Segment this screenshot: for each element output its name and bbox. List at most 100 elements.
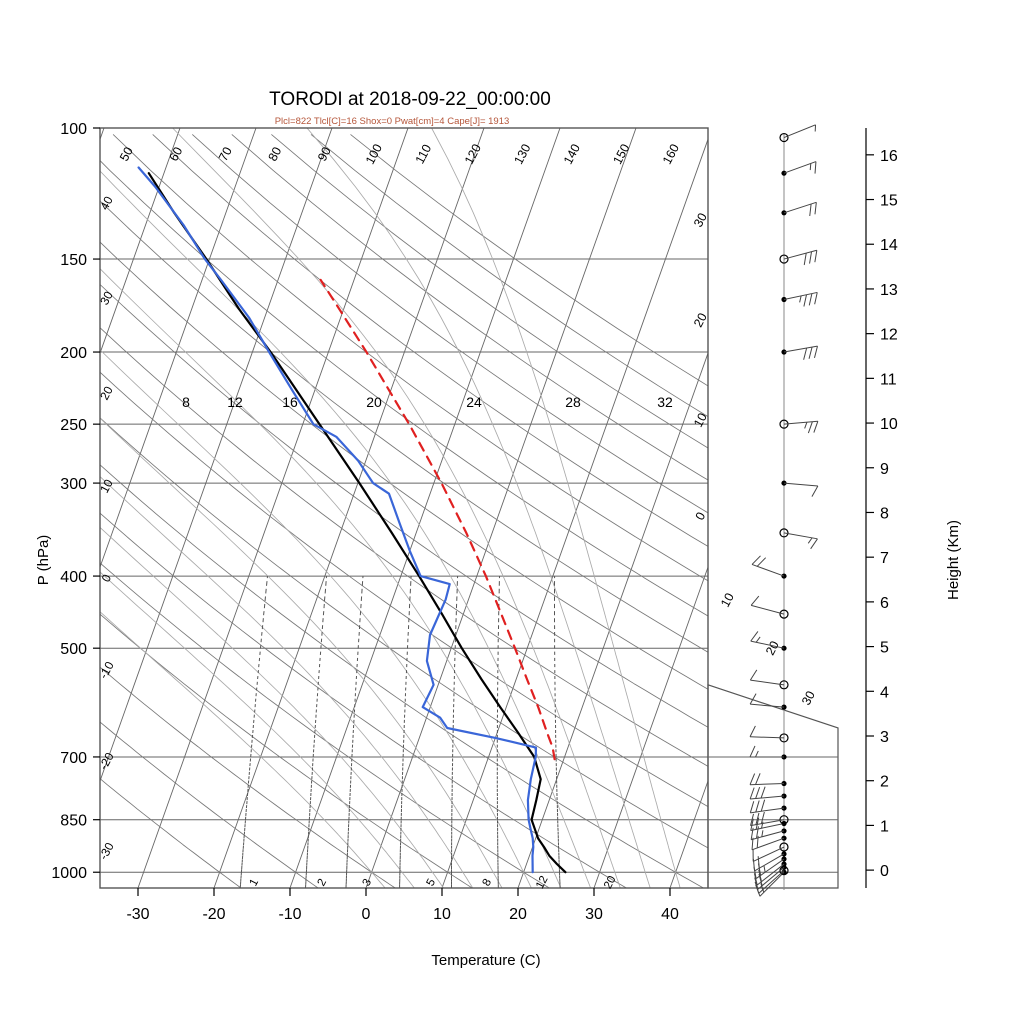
isotherm-line [213, 127, 485, 889]
dry-adiabat-line [99, 613, 473, 889]
mixing-ratio-label: 20 [602, 874, 619, 891]
wind-barb-staff [783, 482, 818, 487]
wind-barb-half [761, 821, 764, 829]
moist-adiabat-line [99, 527, 444, 889]
wind-barb-full [813, 421, 819, 433]
height-tick-label: 4 [880, 684, 889, 701]
dry-adiabat-line [271, 134, 709, 449]
mixing-ratio-line [554, 576, 561, 889]
wind-barb-full [814, 202, 817, 215]
mixing-ratio-line [239, 576, 268, 889]
dry-adiabat-label: 100 [363, 142, 385, 167]
wind-barb-full [755, 812, 760, 825]
mixing-ratio-line [496, 576, 500, 888]
mixing-ratio-line [305, 576, 327, 889]
wind-barb-full [755, 786, 761, 799]
wind-barb-full [760, 811, 765, 824]
wind-barb-full [755, 773, 761, 785]
wind-barb-full [749, 801, 755, 813]
wind-barb-half [807, 537, 813, 544]
moist-adiabat-label: 32 [657, 394, 673, 410]
wind-band-outline [707, 683, 839, 889]
wind-level-circle [779, 680, 789, 690]
isotherm-line [99, 127, 333, 782]
dry-adiabat-label: 150 [610, 142, 632, 167]
wind-barb-full [750, 818, 754, 831]
moist-adiabat-label: 16 [282, 394, 298, 410]
height-tick-label: 2 [880, 774, 889, 791]
isotherm-label-left: 10 [97, 477, 116, 496]
moist-adiabat-label: 20 [366, 394, 382, 410]
pressure-tick-label: 250 [60, 417, 87, 434]
isotherm-label-right: 30 [691, 211, 710, 230]
wind-barb-half [763, 865, 766, 873]
wind-barb-full [750, 595, 760, 606]
dry-adiabat-line [99, 464, 704, 889]
dry-adiabat-line [231, 134, 709, 481]
isotherm-line [365, 127, 637, 889]
wind-barb-full [808, 293, 813, 306]
wind-barb-full [755, 817, 760, 830]
isotherm-label-left: 40 [97, 194, 116, 213]
height-tick-label: 0 [880, 863, 889, 880]
dry-adiabat-label: 80 [266, 145, 285, 164]
dry-adiabat-line [310, 134, 709, 417]
pressure-axis-label: P (hPa) [35, 535, 52, 586]
wind-level-dot [781, 704, 787, 710]
wind-barb-full [814, 161, 817, 174]
moist-adiabat-label: 24 [466, 394, 482, 410]
profile-temperature [147, 172, 567, 874]
isotherm-label-right: 10 [691, 411, 710, 430]
wind-barb-full [749, 745, 756, 758]
isotherm-label-right: 10 [718, 591, 737, 610]
wind-barb-half [755, 750, 759, 758]
wind-barb-full [809, 203, 812, 217]
wind-barb-full [760, 786, 766, 799]
mixing-ratio-line [451, 576, 459, 888]
wind-barb [750, 811, 789, 827]
mixing-ratio-label: 3 [361, 877, 375, 888]
wind-barb-half [799, 295, 802, 303]
mixing-ratio-line [399, 576, 412, 888]
moist-adiabat-line [99, 170, 591, 889]
wind-barb-half [755, 636, 761, 643]
wind-barb-half [804, 421, 808, 429]
temperature-axis-label: Temperature (C) [431, 952, 540, 969]
wind-barb [779, 124, 817, 143]
moist-adiabat-line [99, 349, 532, 889]
wind-barb [750, 826, 787, 841]
dry-adiabat-line [350, 134, 709, 387]
wind-barb-full [749, 787, 755, 800]
moist-adiabat-line [99, 476, 474, 889]
height-axis-label: Height (Km) [945, 520, 962, 600]
temperature-tick-label: 0 [362, 906, 371, 923]
isotherm-line [517, 353, 709, 889]
wind-barb-full [813, 346, 818, 358]
wind-barb-full [750, 631, 759, 642]
pressure-tick-label: 850 [60, 813, 87, 830]
mixing-ratio-label: 12 [534, 874, 551, 891]
wind-barb-full [755, 826, 759, 839]
wind-barb-staff [750, 807, 785, 814]
wind-level-circle [779, 254, 789, 264]
wind-barb-staff [750, 795, 785, 800]
height-tick-label: 7 [880, 550, 889, 567]
height-tick-label: 16 [880, 148, 898, 165]
temperature-tick-label: 10 [433, 906, 451, 923]
moist-adiabat-label: 12 [227, 394, 243, 410]
dry-adiabat-line [99, 778, 242, 889]
isotherm-line [669, 780, 709, 889]
pressure-tick-label: 500 [60, 641, 87, 658]
wind-barb [779, 249, 818, 266]
wind-level-circle [779, 609, 789, 619]
isotherm-line [441, 139, 709, 889]
pressure-tick-label: 100 [60, 121, 87, 138]
moist-adiabat-line [431, 127, 681, 889]
wind-barb-staff [783, 249, 817, 260]
wind-barb-full [757, 856, 760, 869]
wind-barb [751, 555, 787, 579]
wind-barb-full [749, 669, 758, 681]
wind-barb-staff [783, 161, 817, 174]
